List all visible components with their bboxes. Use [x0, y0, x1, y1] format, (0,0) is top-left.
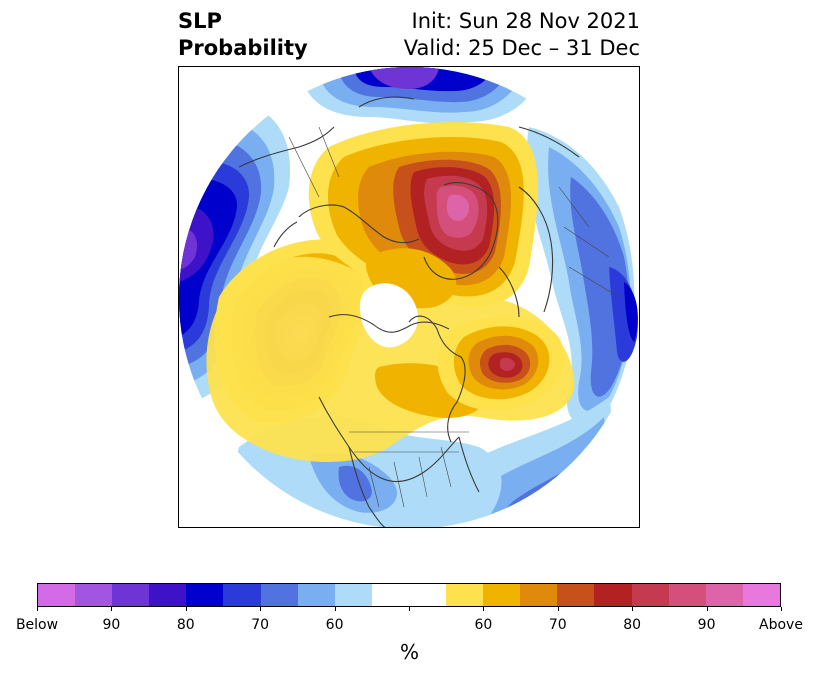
colorbar-tick — [334, 607, 336, 611]
colorbar-label: 60 — [325, 617, 344, 633]
colorbar-swatch — [483, 584, 521, 606]
colorbar-swatch — [520, 584, 558, 606]
colorbar-tick — [483, 607, 485, 611]
colorbar-swatch — [75, 584, 113, 606]
above-normal-north-atlantic — [437, 317, 565, 411]
colorbar-swatch — [112, 584, 150, 606]
colorbar-tick — [185, 607, 187, 611]
chart-title: SLP Probability — [178, 8, 308, 62]
colorbar — [37, 583, 781, 607]
colorbar-tick — [260, 607, 262, 611]
colorbar-swatch — [297, 584, 335, 606]
colorbar-label: Above — [759, 617, 803, 633]
colorbar-swatch — [260, 584, 298, 606]
forecast-info: Init: Sun 28 Nov 2021 Valid: 25 Dec – 31… — [404, 8, 640, 62]
probability-field — [179, 67, 639, 527]
colorbar-label: Below — [15, 617, 59, 633]
title-type: Probability — [178, 36, 308, 60]
colorbar-swatch — [223, 584, 261, 606]
colorbar-swatch — [631, 584, 669, 606]
title-variable: SLP — [178, 9, 222, 33]
colorbar-label: 70 — [548, 617, 567, 633]
polar-map — [178, 66, 640, 528]
colorbar-label: 80 — [176, 617, 195, 633]
above-normal-central-band — [206, 248, 575, 462]
colorbar-label: 60 — [474, 617, 493, 633]
colorbar-swatch — [371, 584, 409, 606]
colorbar-swatch — [149, 584, 187, 606]
colorbar-tick — [409, 607, 410, 611]
colorbar-label: 90 — [697, 617, 716, 633]
colorbar-swatch — [186, 584, 224, 606]
colorbar-label: 90 — [102, 617, 121, 633]
below-normal-europe — [526, 127, 638, 425]
colorbar-swatch — [742, 584, 780, 606]
colorbar-tick — [557, 607, 559, 611]
colorbar-label: 80 — [623, 617, 642, 633]
valid-range: Valid: 25 Dec – 31 Dec — [403, 36, 640, 60]
init-date: Init: Sun 28 Nov 2021 — [411, 9, 640, 33]
political-borders — [288, 126, 620, 508]
colorbar-swatch — [557, 584, 595, 606]
colorbar-swatch — [334, 584, 372, 606]
probability-map-svg — [179, 67, 639, 527]
colorbar-tick — [111, 607, 113, 611]
colorbar-tick — [632, 607, 634, 611]
colorbar-swatch — [38, 584, 76, 606]
coastlines — [238, 96, 580, 527]
colorbar-swatch — [446, 584, 484, 606]
colorbar-swatch — [594, 584, 632, 606]
colorbar-swatch — [668, 584, 706, 606]
neutral-area — [359, 283, 418, 348]
colorbar-unit: % — [399, 640, 419, 664]
colorbar-tick — [37, 607, 38, 611]
colorbar-tick — [706, 607, 708, 611]
colorbar-tick — [781, 607, 782, 611]
colorbar-swatch — [408, 584, 447, 606]
colorbar-labels: Below 90 80 70 60 60 70 80 90 Above — [0, 617, 819, 637]
colorbar-label: 70 — [251, 617, 270, 633]
colorbar-swatch — [705, 584, 743, 606]
